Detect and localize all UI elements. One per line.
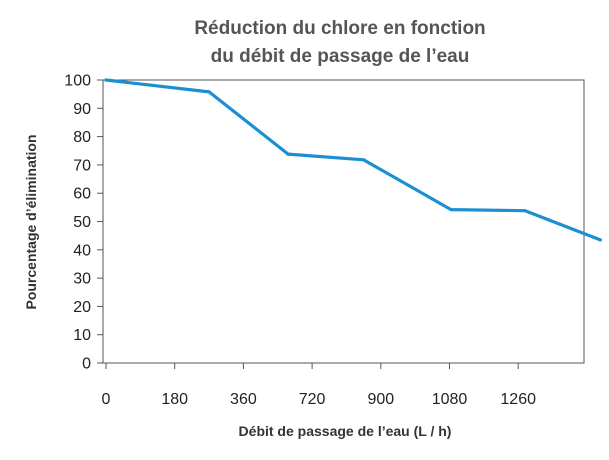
chart-title-line-2: du débit de passage de l’eau: [211, 46, 470, 67]
y-tick-label: 90: [73, 101, 91, 118]
x-tick-label: 720: [299, 391, 326, 408]
data-point: [362, 158, 366, 162]
x-axis-title: Débit de passage de l’eau (L / h): [239, 423, 452, 439]
x-tick-label: 1260: [500, 391, 536, 408]
data-point: [598, 238, 602, 242]
x-tick-label: 1080: [432, 391, 468, 408]
y-tick-label: 10: [73, 327, 91, 344]
data-point: [449, 208, 453, 212]
data-point: [207, 90, 211, 94]
chart-title-line-1: Réduction du chlore en fonction: [194, 18, 485, 39]
x-tick-label: 360: [230, 391, 257, 408]
plot-frame: [102, 79, 585, 364]
y-tick-label: 30: [73, 271, 91, 288]
y-axis: 0 10 20 30 40 50 60 70 80 90 100: [64, 73, 103, 373]
data-point: [104, 78, 108, 82]
y-tick-label: 60: [73, 186, 91, 203]
y-tick-label: 0: [82, 356, 91, 373]
y-tick-label: 80: [73, 129, 91, 146]
y-axis-title: Pourcentage d’élimination: [23, 134, 39, 309]
y-tick-label: 50: [73, 214, 91, 231]
x-tick-label: 0: [102, 391, 111, 408]
y-tick-label: 40: [73, 242, 91, 259]
y-tick-label: 100: [64, 73, 91, 90]
x-tick-label: 180: [161, 391, 188, 408]
y-tick-label: 70: [73, 157, 91, 174]
x-axis: 0 180 360 720 900 1080 1260: [102, 363, 536, 408]
data-point: [286, 152, 290, 156]
series-line: [104, 78, 602, 242]
series-layer: [104, 78, 602, 242]
x-tick-label: 900: [367, 391, 394, 408]
data-point: [523, 209, 527, 213]
y-tick-label: 20: [73, 299, 91, 316]
